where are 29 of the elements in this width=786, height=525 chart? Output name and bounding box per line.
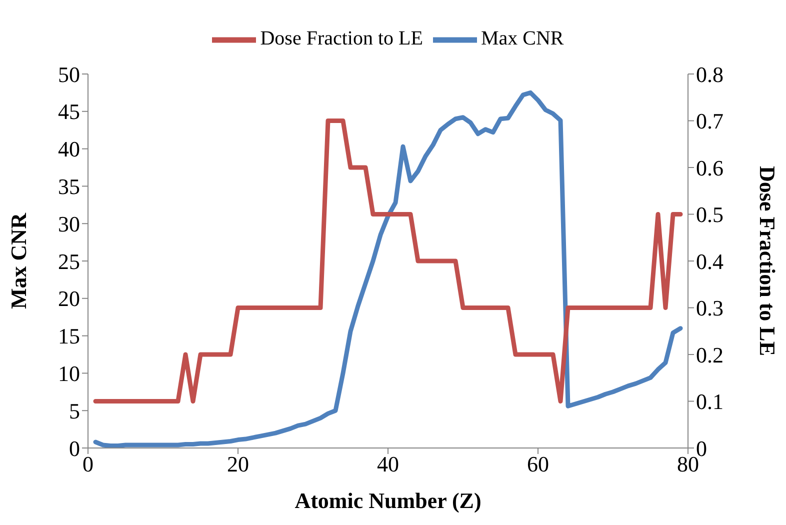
line-series [93,118,683,404]
x-tick-label: 40 [377,452,399,477]
y-tick-label: 15 [58,324,80,349]
y-axis-title: Max CNR [6,212,31,309]
x-tick-label: 20 [227,452,249,477]
y2-axis-title: Dose Fraction to LE [755,166,780,356]
y2-tick-label: 0.3 [696,296,724,321]
y2-tick-label: 0.4 [696,248,724,274]
y-tick-label: 10 [58,361,80,386]
y-tick-label: 50 [58,62,80,87]
y-tick-label: 45 [58,99,80,124]
y-tick-label: 25 [58,248,80,274]
y2-tick-label: 0.7 [696,108,724,134]
line-series [93,90,683,448]
y-tick-label: 35 [58,174,80,200]
y-tick-label: 20 [58,286,80,312]
y-tick-label: 0 [69,436,80,461]
x-tick-label: 60 [527,452,549,477]
y-tick-label: 5 [69,398,80,424]
y2-tick-label: 0.8 [696,62,724,87]
y-tick-label: 30 [58,211,80,236]
y2-tick-label: 0.2 [696,342,724,368]
y2-tick-label: 0.6 [696,155,724,180]
legend-label: Dose Fraction to LE [260,28,423,50]
y2-tick-label: 0.1 [696,389,724,414]
y2-tick-label: 0.5 [696,202,724,228]
legend-label: Max CNR [480,28,564,50]
y-tick-label: 40 [58,136,80,162]
x-axis-title: Atomic Number (Z) [294,488,482,513]
